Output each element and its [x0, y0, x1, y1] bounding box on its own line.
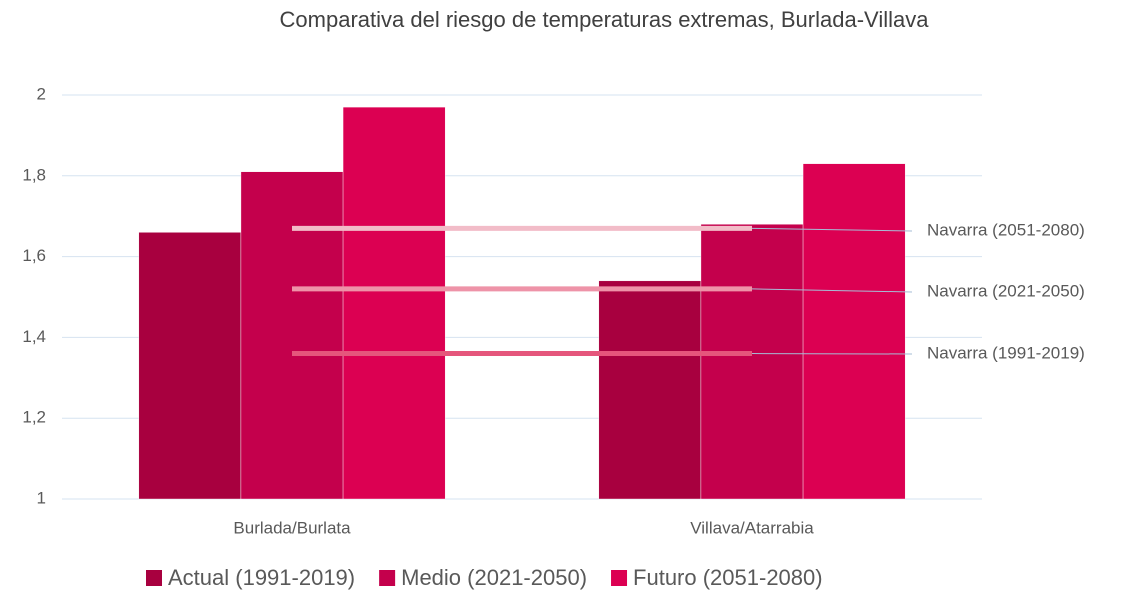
legend-label: Futuro (2051-2080) [633, 565, 823, 590]
reference-label: Navarra (2051-2080) [927, 220, 1085, 239]
bar [342, 106, 446, 500]
y-tick-label: 1,4 [22, 327, 46, 346]
legend-swatch [379, 570, 396, 586]
legend-label: Medio (2021-2050) [401, 565, 587, 590]
bar [802, 163, 906, 500]
y-tick-label: 1,8 [22, 165, 46, 184]
reference-label: Navarra (1991-2019) [927, 343, 1085, 362]
chart-title: Comparativa del riesgo de temperaturas e… [280, 7, 930, 32]
leader-line [751, 227, 913, 232]
bar [240, 171, 344, 500]
x-tick-label: Burlada/Burlata [233, 518, 351, 537]
legend-swatch [146, 570, 162, 586]
bar [598, 280, 702, 500]
y-tick-label: 2 [37, 84, 46, 103]
x-tick-label: Villava/Atarrabia [690, 518, 814, 537]
legend-swatch [611, 570, 628, 586]
reference-label: Navarra (2021-2050) [927, 281, 1085, 300]
bar [138, 232, 242, 500]
leader-line [751, 288, 913, 293]
y-tick-label: 1 [37, 488, 46, 507]
bar [700, 224, 804, 500]
y-tick-label: 1,6 [22, 246, 46, 265]
y-tick-label: 1,2 [22, 408, 46, 427]
legend-label: Actual (1991-2019) [168, 565, 355, 590]
